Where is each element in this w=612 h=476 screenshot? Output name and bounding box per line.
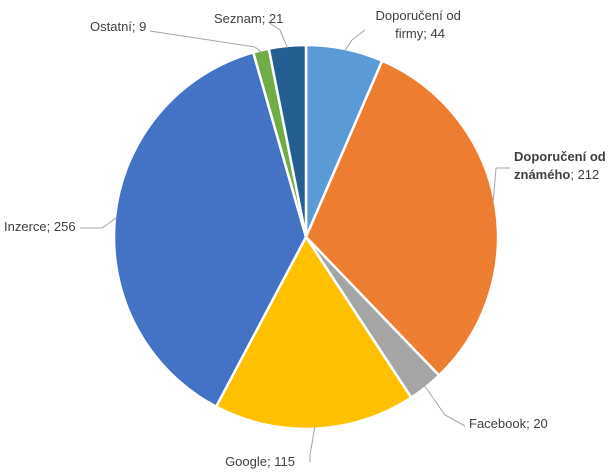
leader-line (309, 426, 316, 462)
data-label-doporuceni-od-znameho: Doporučení od známého; 212 (514, 149, 609, 182)
data-label-seznam: Seznam; 21 (214, 11, 283, 26)
leader-line (149, 30, 262, 53)
leader-lines (80, 21, 510, 462)
leader-line (492, 167, 510, 204)
data-label-facebook: Facebook; 20 (469, 416, 548, 431)
data-label-doporuceni-od-firmy: Doporučení od firmy; 44 (376, 8, 465, 41)
data-label-google: Google; 115 (225, 454, 295, 469)
pie-slices (112, 43, 500, 431)
leader-line (344, 29, 366, 52)
pie-slice-inzerce (112, 50, 308, 409)
pie-slice-doporuceni-od-znameho (304, 59, 500, 378)
data-label-ostatni: Ostatní; 9 (90, 19, 146, 34)
leader-line (267, 21, 288, 49)
leader-line (423, 385, 466, 427)
data-label-inzerce: Inzerce; 256 (4, 219, 76, 234)
leader-line (80, 216, 118, 229)
pie-slice-seznam (267, 43, 308, 238)
